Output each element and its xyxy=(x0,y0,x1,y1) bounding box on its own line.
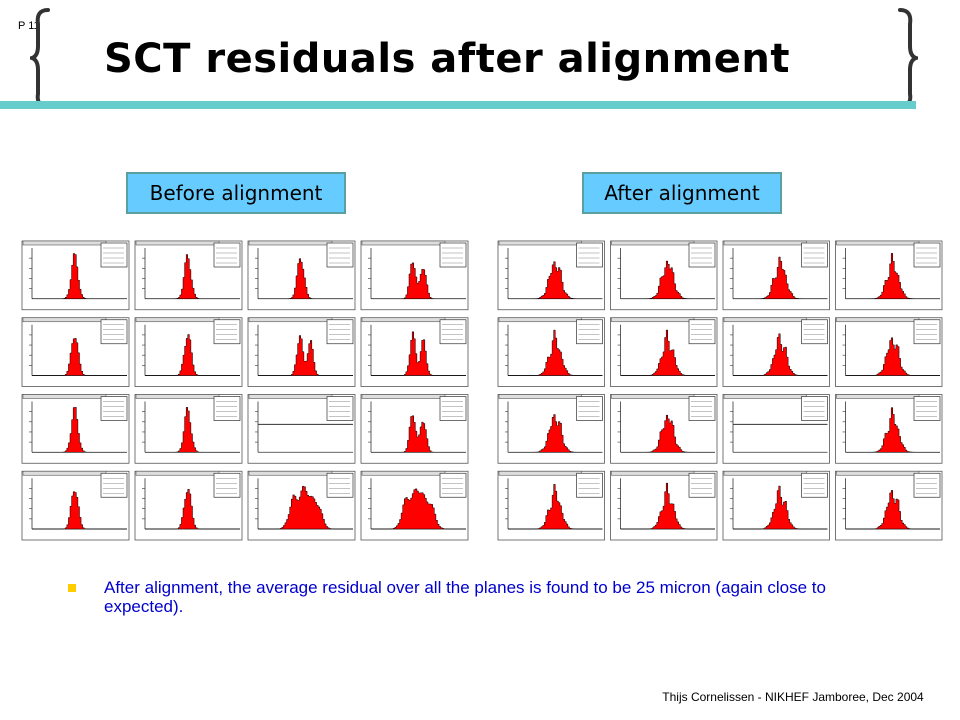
before-alignment-label: Before alignment xyxy=(126,172,346,214)
left-brace-icon xyxy=(30,8,50,108)
histogram-panel xyxy=(722,240,830,311)
histogram-panel xyxy=(722,317,830,387)
histogram-panel xyxy=(610,470,718,541)
title-underline xyxy=(0,101,916,109)
footer-credit: Thijs Cornelissen - NIKHEF Jamboree, Dec… xyxy=(662,690,924,704)
before-histogram-grid xyxy=(20,238,472,545)
after-alignment-label: After alignment xyxy=(582,172,782,214)
histogram-panel xyxy=(497,240,605,311)
slide-title: SCT residuals after alignment xyxy=(104,36,791,82)
after-histograms xyxy=(497,240,943,541)
histogram-panel xyxy=(497,394,605,464)
histogram-panel xyxy=(134,240,243,311)
bullet-text: After alignment, the average residual ov… xyxy=(104,578,826,616)
histogram-panel xyxy=(21,470,130,541)
histogram-panel xyxy=(835,394,943,464)
histogram-panel xyxy=(360,240,469,311)
histogram-panel xyxy=(497,317,605,387)
histogram-panel xyxy=(247,317,356,387)
right-brace-icon xyxy=(898,8,918,108)
histogram-panel xyxy=(21,240,130,311)
histogram-panel xyxy=(722,394,830,464)
histogram-panel xyxy=(134,317,243,387)
histogram-panel xyxy=(610,394,718,464)
histogram-panel xyxy=(497,470,605,541)
histogram-panel xyxy=(835,317,943,387)
histogram-panel xyxy=(360,470,469,541)
histogram-panel xyxy=(247,470,356,541)
histogram-panel xyxy=(247,240,356,311)
histogram-panel xyxy=(835,240,943,311)
histogram-panel xyxy=(134,394,243,464)
histogram-panel xyxy=(21,317,130,387)
histogram-panel xyxy=(247,394,356,464)
histogram-panel xyxy=(610,317,718,387)
histogram-panel xyxy=(722,470,830,541)
histogram-panel xyxy=(360,317,469,387)
bullet-square-icon xyxy=(68,584,76,592)
before-histograms xyxy=(21,240,469,541)
histogram-panel xyxy=(610,240,718,311)
page-number: P 11 xyxy=(18,20,40,32)
histogram-panel xyxy=(835,470,943,541)
histogram-panel xyxy=(134,470,243,541)
histogram-panel xyxy=(21,394,130,464)
histogram-panel xyxy=(360,394,469,464)
after-histogram-grid xyxy=(496,238,946,545)
